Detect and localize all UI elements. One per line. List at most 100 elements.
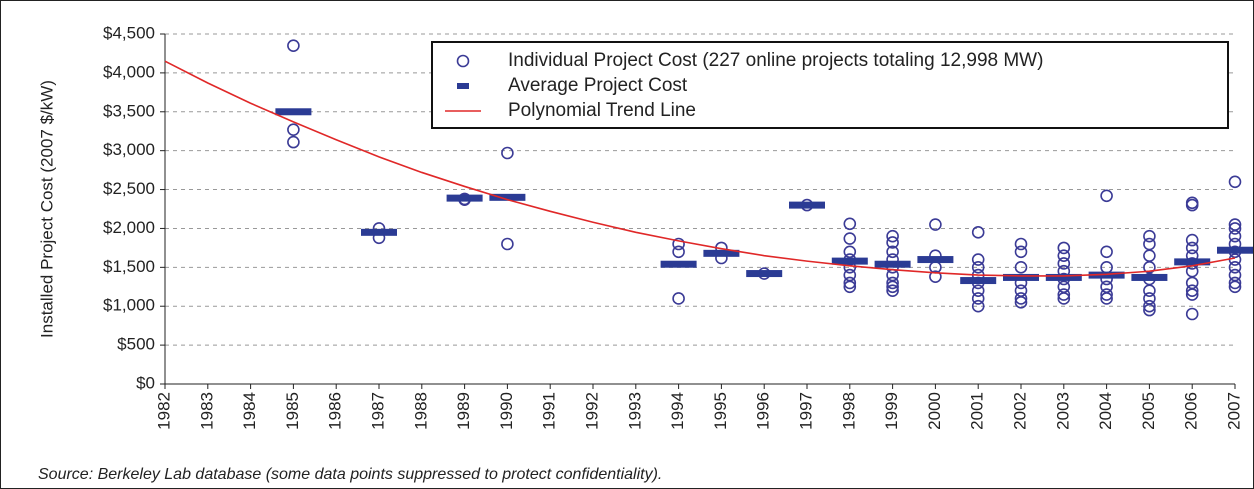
project-point (287, 39, 300, 52)
project-point (1014, 292, 1028, 305)
legend-label: Individual Project Cost (227 online proj… (508, 50, 1043, 71)
average-bar (361, 228, 397, 236)
project-point (1185, 288, 1199, 301)
project-point (886, 245, 899, 259)
project-point (1100, 292, 1113, 305)
project-point (1100, 189, 1113, 203)
x-tick-label: 2005 (1139, 392, 1158, 430)
project-point (1057, 292, 1071, 305)
project-point (843, 217, 857, 231)
project-point (971, 261, 985, 274)
x-tick-label: 2000 (925, 392, 944, 430)
project-point (501, 237, 514, 251)
project-point (1014, 245, 1028, 259)
x-tick-label: 1984 (240, 392, 259, 430)
project-point (501, 146, 514, 160)
y-tick-label: $3,500 (103, 101, 155, 120)
project-point (1100, 288, 1113, 301)
project-point (1228, 175, 1242, 189)
project-point (1014, 237, 1028, 251)
average-bar (660, 260, 697, 268)
x-tick-label: 1992 (582, 392, 601, 430)
project-point (843, 276, 857, 290)
x-tick-label: 1988 (411, 392, 430, 430)
project-point (1185, 241, 1199, 255)
x-tick-label: 1997 (796, 392, 815, 430)
project-point (929, 218, 942, 231)
y-tick-label: $1,000 (103, 296, 155, 315)
project-point (843, 245, 857, 259)
legend-label: Average Project Cost (508, 75, 688, 96)
project-point (1185, 284, 1199, 297)
project-point (971, 292, 985, 305)
project-point (672, 245, 685, 259)
project-point (1228, 222, 1242, 235)
average-bar (275, 108, 312, 116)
project-point (1014, 296, 1028, 309)
project-point (971, 253, 985, 266)
project-point (886, 284, 899, 297)
project-point (971, 284, 985, 297)
average-bar (1174, 258, 1211, 266)
x-tick-label: 1990 (497, 392, 516, 430)
project-point (1228, 280, 1242, 294)
project-point (1143, 229, 1156, 243)
y-tick-label: $4,000 (103, 62, 155, 81)
average-bar (489, 193, 526, 201)
x-tick-label: 1994 (668, 392, 687, 430)
project-point (672, 237, 685, 251)
average-bar (703, 249, 740, 257)
y-tick-label: $500 (117, 335, 155, 354)
project-point (287, 135, 300, 149)
average-bar (1045, 273, 1082, 281)
average-bar (960, 277, 997, 285)
project-point (843, 232, 857, 245)
project-point (1057, 288, 1071, 301)
x-tick-label: 1986 (326, 392, 345, 430)
x-tick-label: 2003 (1053, 392, 1072, 430)
average-bar (1131, 273, 1168, 281)
average-bar (789, 201, 825, 209)
project-point (672, 292, 685, 305)
x-tick-label: 1987 (368, 392, 387, 430)
legend-symbol (456, 54, 470, 68)
x-tick-label: 1995 (711, 392, 730, 430)
average-bar (746, 270, 783, 278)
x-tick-label: 2001 (968, 392, 987, 430)
y-tick-label: $3,000 (103, 140, 155, 159)
project-point (1228, 229, 1242, 243)
project-point (1143, 249, 1156, 262)
y-tick-label: $2,500 (103, 179, 155, 198)
project-point (1143, 303, 1156, 317)
x-tick-label: 1982 (154, 392, 173, 430)
y-tick-label: $2,000 (103, 218, 155, 237)
project-point (1185, 307, 1199, 321)
project-point (1057, 241, 1071, 255)
project-point (886, 229, 899, 243)
average-bar (1003, 273, 1039, 281)
average-bar (831, 257, 868, 265)
project-point (1185, 198, 1199, 212)
project-point (1143, 284, 1156, 297)
x-tick-label: 1999 (882, 392, 901, 430)
project-point (971, 226, 985, 239)
y-tick-label: $0 (136, 373, 155, 392)
project-point (1014, 261, 1028, 274)
x-tick-label: 2004 (1096, 392, 1115, 430)
legend-box (431, 41, 1229, 129)
legend-label: Polynomial Trend Line (508, 100, 696, 121)
project-point (971, 299, 985, 313)
x-tick-label: 1998 (839, 392, 858, 430)
x-tick-label: 1993 (625, 392, 644, 430)
project-point (886, 276, 899, 290)
x-tick-label: 1989 (454, 392, 473, 430)
legend-symbol (457, 83, 469, 89)
project-point (1143, 237, 1156, 251)
x-tick-label: 1996 (754, 392, 773, 430)
project-point (287, 123, 300, 136)
project-point (929, 270, 942, 283)
average-bar (917, 256, 954, 264)
project-point (886, 236, 899, 249)
average-bar (874, 260, 911, 268)
